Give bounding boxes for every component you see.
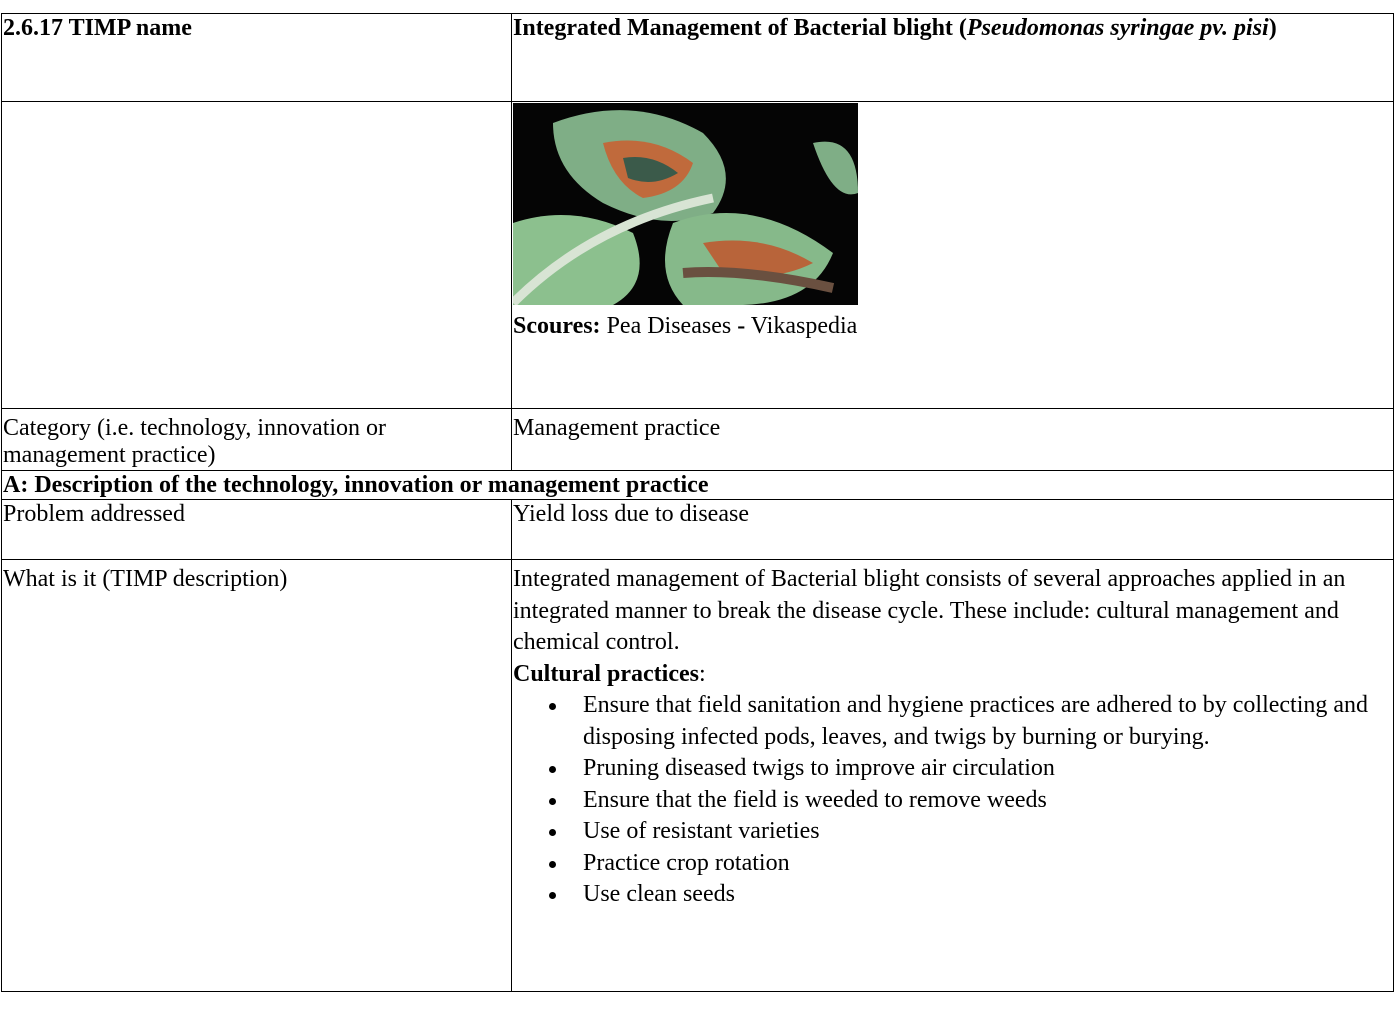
subheading-end: : (698, 660, 706, 687)
label: Problem addressed (3, 501, 185, 527)
cell: 2.6.17 TIMP name (1, 13, 512, 102)
title: Integrated Management of Bacterial bligh… (513, 15, 1277, 41)
timp-table: 2.6.17 TIMP name Integrated Management o… (1, 13, 1394, 992)
cell: Category (i.e. technology, innovation or… (1, 408, 512, 471)
title-start: Integrated Management of Bacterial bligh… (513, 15, 967, 41)
row: Problem addressed Yield loss due to dise… (1, 499, 1394, 560)
bullet: Practice crop rotation (549, 848, 1391, 880)
cell: Integrated Management of Bacterial bligh… (511, 13, 1394, 102)
cell (1, 101, 512, 409)
row: Scoures: Pea Diseases - Vikaspedia (1, 101, 1394, 409)
bullet: Pruning diseased twigs to improve air ci… (549, 753, 1391, 785)
cell: What is it (TIMP description) (1, 559, 512, 992)
caption: Scoures: Pea Diseases - Vikaspedia (513, 313, 1391, 340)
caption-label: Scoures: (513, 313, 601, 339)
bullet-list: Ensure that field sanitation and hygiene… (513, 690, 1391, 911)
subheading: Cultural practices: (513, 659, 1391, 691)
value: Yield loss due to disease (513, 501, 749, 527)
label: What is it (TIMP description) (3, 566, 288, 592)
bullet: Ensure that the field is weeded to remov… (549, 785, 1391, 817)
caption-publisher: Vikaspedia (750, 313, 858, 339)
label: Category (i.e. technology, innovation or… (3, 415, 387, 468)
bullet: Use clean seeds (549, 879, 1391, 911)
photo (513, 103, 858, 305)
row: 2.6.17 TIMP name Integrated Management o… (1, 13, 1394, 102)
bullet: Ensure that field sanitation and hygiene… (549, 690, 1391, 753)
row: What is it (TIMP description) Integrated… (1, 559, 1394, 992)
cell: Yield loss due to disease (511, 499, 1394, 560)
cell: Scoures: Pea Diseases - Vikaspedia (511, 101, 1394, 409)
subheading-text: Cultural practices (513, 660, 699, 687)
bullet: Use of resistant varieties (549, 816, 1391, 848)
cell: Integrated management of Bacterial bligh… (511, 559, 1394, 992)
title-end: ) (1268, 15, 1277, 41)
caption-separator: - (737, 313, 746, 339)
row: Category (i.e. technology, innovation or… (1, 408, 1394, 471)
caption-source: Pea Diseases (606, 313, 732, 339)
cell: Problem addressed (1, 499, 512, 560)
title-italic: Pseudomonas syringae pv. pisi (966, 15, 1269, 41)
cell: Management practice (511, 408, 1394, 471)
intro: Integrated management of Bacterial bligh… (513, 566, 1346, 655)
row: A: Description of the technology, innova… (1, 470, 1394, 500)
section-title: A: Description of the technology, innova… (3, 472, 709, 498)
value: Management practice (513, 415, 721, 441)
label: 2.6.17 TIMP name (3, 15, 192, 41)
cell: A: Description of the technology, innova… (1, 470, 1394, 500)
